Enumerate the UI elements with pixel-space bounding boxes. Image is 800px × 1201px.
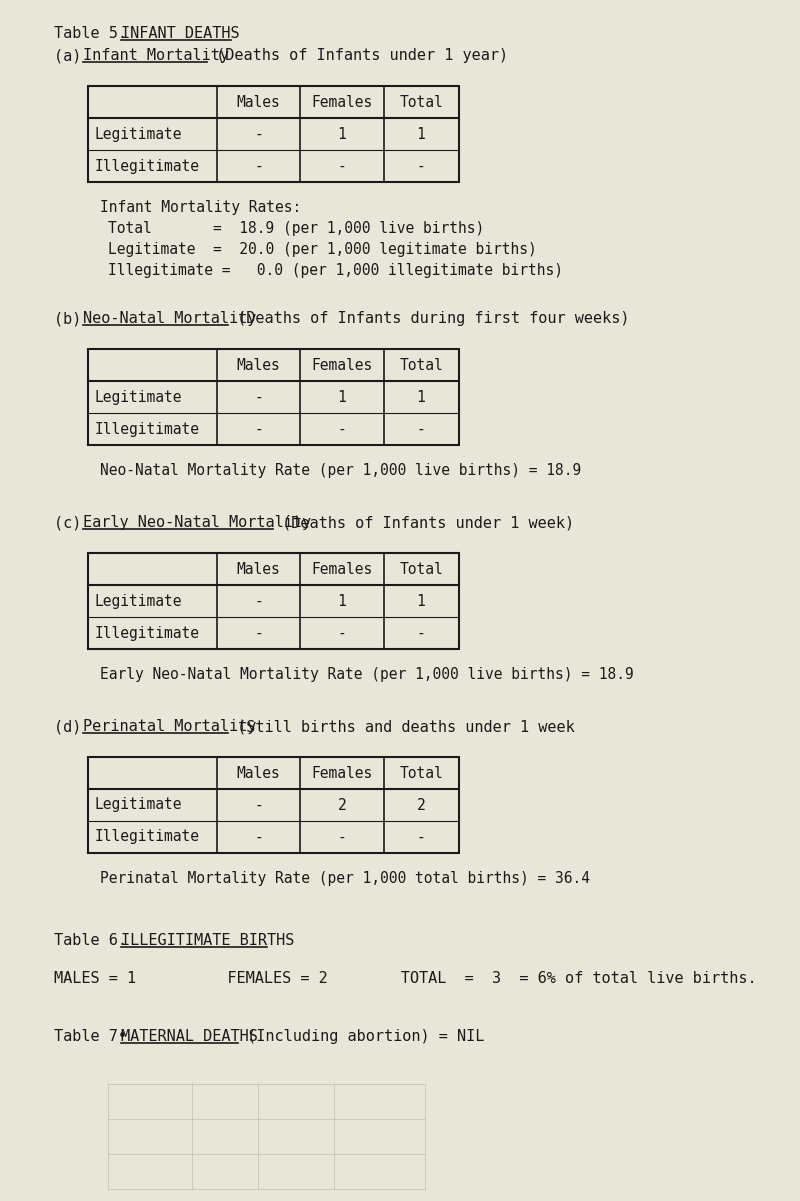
Text: -: -: [338, 830, 346, 844]
Text: Table 7•: Table 7•: [54, 1029, 146, 1044]
Text: (b): (b): [54, 311, 100, 325]
Text: -: -: [254, 593, 263, 609]
Text: -: -: [417, 830, 426, 844]
Text: Legitimate: Legitimate: [94, 389, 182, 405]
Text: Infant Mortality: Infant Mortality: [83, 48, 230, 62]
Text: (d): (d): [54, 719, 100, 734]
Bar: [87, 552, 458, 649]
Text: -: -: [254, 159, 263, 173]
Text: (Including abortion) = NIL: (Including abortion) = NIL: [238, 1029, 484, 1044]
Text: Perinatal Mortality: Perinatal Mortality: [83, 719, 257, 734]
Text: MALES = 1          FEMALES = 2        TOTAL  =  3  = 6% of total live births.: MALES = 1 FEMALES = 2 TOTAL = 3 = 6% of …: [54, 970, 757, 986]
Text: Females: Females: [311, 358, 373, 372]
Text: (Deaths of Infants under 1 year): (Deaths of Infants under 1 year): [206, 48, 508, 62]
Text: (Still births and deaths under 1 week: (Still births and deaths under 1 week: [229, 719, 575, 734]
Text: -: -: [254, 626, 263, 640]
Text: Males: Males: [237, 95, 280, 109]
Text: 1: 1: [417, 593, 426, 609]
Text: 1: 1: [338, 389, 346, 405]
Text: Females: Females: [311, 562, 373, 576]
Text: (Deaths of Infants during first four weeks): (Deaths of Infants during first four wee…: [229, 311, 630, 325]
Text: -: -: [338, 626, 346, 640]
Text: Infant Mortality Rates:: Infant Mortality Rates:: [100, 201, 302, 215]
Bar: [87, 86, 458, 183]
Text: Illegitimate =   0.0 (per 1,000 illegitimate births): Illegitimate = 0.0 (per 1,000 illegitima…: [108, 263, 563, 277]
Text: -: -: [254, 126, 263, 142]
Text: Females: Females: [311, 95, 373, 109]
Text: Perinatal Mortality Rate (per 1,000 total births) = 36.4: Perinatal Mortality Rate (per 1,000 tota…: [100, 871, 590, 886]
Text: Neo-Natal Mortality: Neo-Natal Mortality: [83, 311, 257, 325]
Text: Legitimate: Legitimate: [94, 593, 182, 609]
Text: Males: Males: [237, 765, 280, 781]
Text: -: -: [254, 422, 263, 436]
Text: Illegitimate: Illegitimate: [94, 422, 199, 436]
Text: INFANT DEATHS: INFANT DEATHS: [121, 26, 239, 41]
Text: Illegitimate: Illegitimate: [94, 626, 199, 640]
Text: 1: 1: [417, 389, 426, 405]
Text: -: -: [338, 422, 346, 436]
Text: Total: Total: [399, 562, 443, 576]
Text: Early Neo-Natal Mortality: Early Neo-Natal Mortality: [83, 515, 311, 530]
Text: 2: 2: [417, 797, 426, 813]
Text: (c): (c): [54, 515, 100, 530]
Text: Legitimate  =  20.0 (per 1,000 legitimate births): Legitimate = 20.0 (per 1,000 legitimate …: [108, 241, 537, 257]
Text: Total: Total: [399, 358, 443, 372]
Text: Table 5.: Table 5.: [54, 26, 146, 41]
Text: 2: 2: [338, 797, 346, 813]
Text: Total       =  18.9 (per 1,000 live births): Total = 18.9 (per 1,000 live births): [108, 221, 485, 237]
Text: Males: Males: [237, 562, 280, 576]
Text: Total: Total: [399, 95, 443, 109]
Text: -: -: [254, 797, 263, 813]
Text: Early Neo-Natal Mortality Rate (per 1,000 live births) = 18.9: Early Neo-Natal Mortality Rate (per 1,00…: [100, 667, 634, 682]
Text: 1: 1: [338, 593, 346, 609]
Text: 1: 1: [417, 126, 426, 142]
Text: Females: Females: [311, 765, 373, 781]
Text: Neo-Natal Mortality Rate (per 1,000 live births) = 18.9: Neo-Natal Mortality Rate (per 1,000 live…: [100, 464, 582, 478]
Text: Illegitimate: Illegitimate: [94, 159, 199, 173]
Text: Legitimate: Legitimate: [94, 126, 182, 142]
Text: Illegitimate: Illegitimate: [94, 830, 199, 844]
Text: (a): (a): [54, 48, 100, 62]
Text: Legitimate: Legitimate: [94, 797, 182, 813]
Text: -: -: [417, 159, 426, 173]
Text: -: -: [417, 422, 426, 436]
Bar: [87, 757, 458, 853]
Bar: [87, 349, 458, 446]
Text: ILLEGITIMATE BIRTHS: ILLEGITIMATE BIRTHS: [121, 933, 294, 948]
Text: Table 6.: Table 6.: [54, 933, 146, 948]
Text: (Deaths of Infants under 1 week): (Deaths of Infants under 1 week): [274, 515, 574, 530]
Text: -: -: [254, 389, 263, 405]
Text: Males: Males: [237, 358, 280, 372]
Text: Total: Total: [399, 765, 443, 781]
Text: MATERNAL DEATHS: MATERNAL DEATHS: [121, 1029, 258, 1044]
Text: -: -: [254, 830, 263, 844]
Text: -: -: [338, 159, 346, 173]
Text: -: -: [417, 626, 426, 640]
Text: 1: 1: [338, 126, 346, 142]
